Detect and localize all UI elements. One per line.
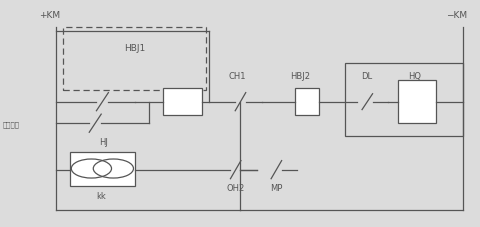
- Text: CH1: CH1: [229, 72, 246, 81]
- Bar: [345, 64, 463, 136]
- Text: −KM: −KM: [446, 11, 467, 20]
- Text: OH2: OH2: [226, 183, 244, 192]
- Bar: [63, 28, 206, 91]
- Text: kk: kk: [96, 191, 106, 200]
- Bar: [163, 89, 202, 116]
- Text: 合闸信号: 合闸信号: [3, 120, 20, 127]
- Text: HQ: HQ: [408, 72, 421, 81]
- Text: HBJ1: HBJ1: [124, 44, 145, 53]
- Text: HBJ2: HBJ2: [290, 72, 310, 81]
- Text: DL: DL: [361, 72, 372, 81]
- Bar: [398, 81, 436, 124]
- Bar: [295, 89, 319, 116]
- Text: MP: MP: [270, 183, 282, 192]
- Bar: [70, 152, 135, 186]
- Text: +KM: +KM: [39, 11, 60, 20]
- Text: HJ: HJ: [99, 137, 108, 146]
